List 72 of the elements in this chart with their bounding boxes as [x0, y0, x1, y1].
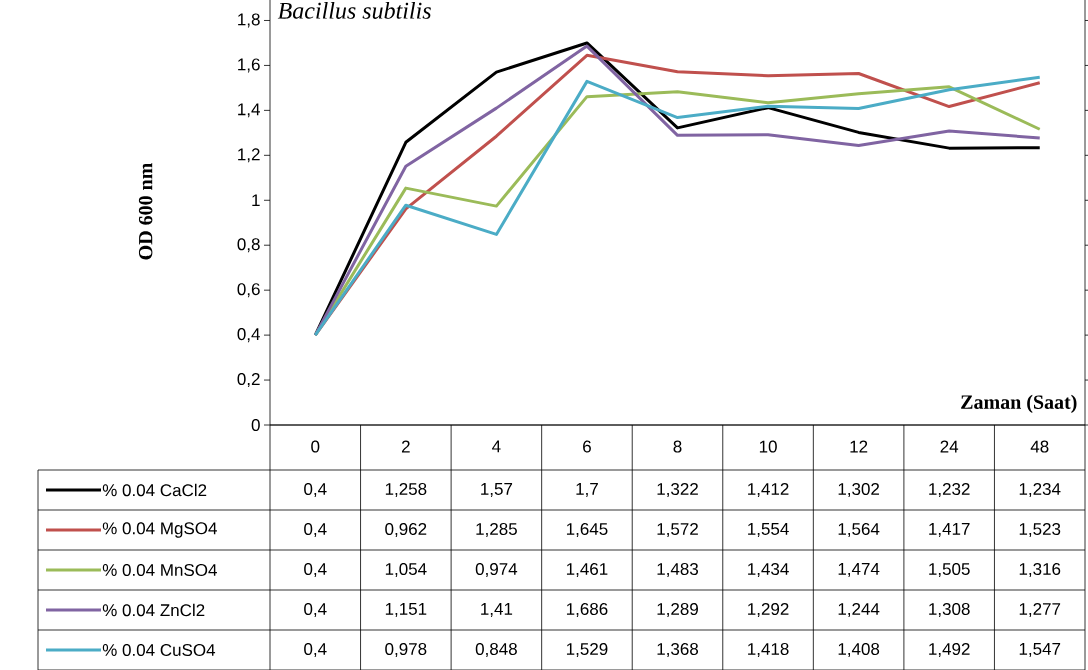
data-label: 1,483: [657, 562, 699, 578]
legend-label: % 0.04 CuSO4: [102, 643, 216, 657]
data-label: 1,505: [929, 562, 970, 578]
data-label: 1,7: [576, 483, 598, 497]
x-axis-title: Zaman (Saat): [961, 394, 1077, 413]
data-label: 1,529: [566, 642, 608, 658]
data-label: 1,547: [1019, 643, 1061, 657]
data-label: 0,4: [304, 562, 327, 578]
data-label: 1,474: [838, 563, 880, 577]
data-label: 1,572: [657, 522, 698, 538]
y-tick-label: 1,8: [238, 13, 260, 28]
data-label: 0,978: [385, 642, 427, 658]
x-tick-label: 8: [673, 440, 682, 453]
data-label: 1,258: [385, 482, 427, 498]
x-tick-label: 4: [492, 440, 501, 453]
data-label: 1,554: [748, 523, 789, 537]
data-label: 1,368: [657, 642, 699, 658]
data-label: 1,461: [566, 562, 608, 578]
data-label: 1,151: [385, 603, 427, 617]
data-label: 1,244: [838, 602, 880, 618]
y-tick-label: 1: [252, 194, 260, 207]
data-label: 1,322: [657, 482, 698, 498]
data-label: 1,523: [1019, 522, 1061, 538]
data-label: 1,564: [838, 522, 880, 538]
data-label: 1,41: [481, 603, 513, 617]
x-tick-label: 10: [759, 440, 777, 453]
data-label: 0,974: [475, 562, 518, 578]
data-label: 1,054: [385, 562, 427, 578]
data-label: 1,408: [838, 642, 880, 658]
data-label: 1,285: [476, 522, 517, 538]
data-label: 1,292: [748, 602, 789, 618]
data-label: 1,57: [481, 483, 513, 497]
x-tick-label: 2: [401, 440, 410, 453]
y-tick-label: 1,2: [238, 148, 260, 163]
x-tick-label: 0: [311, 440, 320, 453]
data-label: 1,417: [929, 523, 970, 537]
data-label: 0,4: [304, 522, 327, 538]
data-label: 0,4: [304, 642, 327, 658]
data-label: 0,4: [304, 602, 327, 618]
data-label: 1,645: [566, 522, 608, 538]
data-label: 1,277: [1019, 602, 1061, 618]
data-label: 1,418: [748, 642, 789, 658]
data-label: 1,234: [1019, 482, 1061, 498]
legend-label: % 0.04 CaCl2: [102, 483, 207, 497]
data-label: 0,4: [304, 482, 327, 498]
chart-title: Bacillus subtilis: [277, 1, 431, 19]
legend-label: % 0.04 ZnCl2: [102, 603, 205, 617]
data-label: 1,302: [838, 482, 880, 498]
x-tick-label: 6: [583, 440, 591, 453]
y-tick-label: 0: [251, 418, 260, 432]
y-tick-label: 0,4: [237, 328, 260, 343]
x-tick-label: 48: [1030, 440, 1049, 453]
data-label: 1,289: [657, 602, 698, 618]
data-label: 0,962: [385, 522, 427, 538]
data-label: 1,492: [929, 642, 970, 658]
data-label: 1,308: [929, 602, 970, 618]
y-tick-label: 1,6: [238, 58, 260, 73]
data-label: 1,434: [748, 562, 789, 578]
y-tick-label: 0,2: [237, 373, 260, 388]
x-tick-label: 12: [850, 440, 868, 453]
data-label: 0,848: [475, 642, 517, 658]
y-axis-title: OD 600 nm: [138, 162, 153, 260]
data-label: 1,232: [929, 482, 970, 498]
legend-label: % 0.04 MnSO4: [102, 563, 217, 577]
legend-label: % 0.04 MgSO4: [102, 522, 217, 538]
data-label: 1,686: [566, 602, 608, 618]
y-tick-label: 0,8: [237, 238, 260, 253]
data-label: 1,412: [748, 482, 789, 498]
data-label: 1,316: [1019, 562, 1061, 578]
x-tick-label: 24: [940, 440, 959, 453]
y-tick-label: 1,4: [238, 103, 260, 118]
y-tick-label: 0,6: [237, 283, 260, 298]
